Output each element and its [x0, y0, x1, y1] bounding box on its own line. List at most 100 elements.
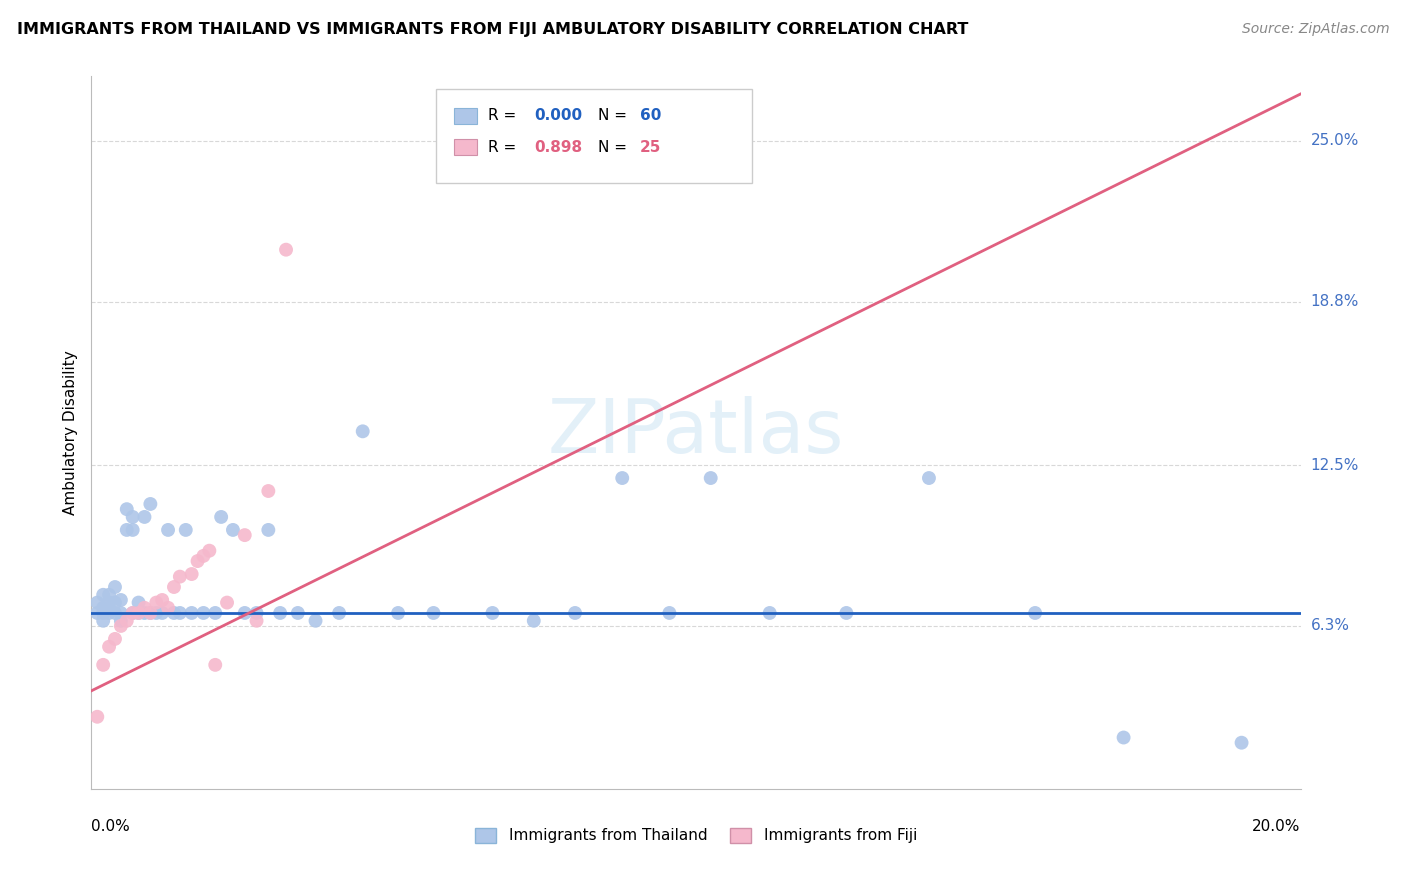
Point: [257, 523, 280, 537]
Text: N =: N =: [598, 109, 627, 123]
Point: [139, 606, 162, 620]
Text: R =: R =: [488, 140, 516, 154]
Point: [304, 614, 326, 628]
Point: [139, 497, 162, 511]
Point: [835, 606, 858, 620]
Text: 25: 25: [640, 140, 661, 154]
Point: [134, 606, 156, 620]
Point: [193, 606, 215, 620]
Point: [328, 606, 350, 620]
Point: [245, 606, 267, 620]
Point: [169, 569, 191, 583]
Point: [1230, 736, 1253, 750]
Point: [110, 593, 132, 607]
Point: [352, 425, 374, 439]
Point: [918, 471, 941, 485]
Point: [110, 614, 132, 628]
Point: [758, 606, 780, 620]
Point: [121, 606, 143, 620]
Point: [204, 606, 226, 620]
Point: [98, 600, 121, 615]
Point: [98, 596, 121, 610]
Point: [699, 471, 721, 485]
Text: Source: ZipAtlas.com: Source: ZipAtlas.com: [1241, 22, 1389, 37]
Point: [115, 502, 138, 516]
Text: 20.0%: 20.0%: [1253, 820, 1301, 834]
Point: [287, 606, 309, 620]
Y-axis label: Ambulatory Disability: Ambulatory Disability: [62, 351, 77, 515]
Point: [86, 596, 108, 610]
Point: [128, 606, 150, 620]
Point: [134, 600, 156, 615]
Point: [145, 596, 167, 610]
Point: [198, 543, 221, 558]
Text: 25.0%: 25.0%: [1310, 133, 1358, 148]
Text: 6.3%: 6.3%: [1310, 618, 1350, 633]
Point: [422, 606, 444, 620]
Point: [180, 606, 202, 620]
Point: [612, 471, 634, 485]
Point: [564, 606, 586, 620]
Point: [128, 606, 150, 620]
Point: [233, 528, 256, 542]
Point: [91, 600, 114, 615]
Point: [104, 596, 127, 610]
Point: [104, 632, 127, 646]
Point: [157, 523, 180, 537]
Text: ZIPatlas: ZIPatlas: [548, 396, 844, 469]
Point: [98, 640, 121, 654]
Point: [387, 606, 409, 620]
Point: [91, 657, 114, 672]
Point: [128, 596, 150, 610]
Point: [121, 510, 143, 524]
Point: [150, 593, 173, 607]
Point: [86, 606, 108, 620]
Point: [193, 549, 215, 563]
Point: [134, 510, 156, 524]
Text: 18.8%: 18.8%: [1310, 294, 1358, 309]
Point: [104, 606, 127, 620]
Point: [121, 523, 143, 537]
Point: [187, 554, 209, 568]
Point: [110, 619, 132, 633]
Text: 0.000: 0.000: [534, 109, 582, 123]
Point: [110, 606, 132, 620]
Text: R =: R =: [488, 109, 516, 123]
Text: 0.0%: 0.0%: [91, 820, 131, 834]
Text: IMMIGRANTS FROM THAILAND VS IMMIGRANTS FROM FIJI AMBULATORY DISABILITY CORRELATI: IMMIGRANTS FROM THAILAND VS IMMIGRANTS F…: [17, 22, 969, 37]
Point: [115, 614, 138, 628]
Point: [204, 657, 226, 672]
Point: [104, 580, 127, 594]
Point: [91, 606, 114, 620]
Point: [163, 580, 186, 594]
Point: [169, 606, 191, 620]
Text: 12.5%: 12.5%: [1310, 458, 1358, 473]
Point: [98, 606, 121, 620]
Point: [1024, 606, 1046, 620]
Point: [1112, 731, 1135, 745]
Point: [145, 606, 167, 620]
Point: [157, 600, 180, 615]
Point: [481, 606, 503, 620]
Point: [121, 606, 143, 620]
Point: [174, 523, 197, 537]
Point: [523, 614, 546, 628]
Point: [139, 606, 162, 620]
Point: [257, 483, 280, 498]
Point: [91, 614, 114, 628]
Point: [115, 523, 138, 537]
Text: 60: 60: [640, 109, 661, 123]
Point: [245, 614, 267, 628]
Point: [91, 588, 114, 602]
Point: [98, 588, 121, 602]
Point: [180, 567, 202, 582]
Text: 0.898: 0.898: [534, 140, 582, 154]
Point: [150, 606, 173, 620]
Point: [658, 606, 681, 620]
Point: [233, 606, 256, 620]
Point: [209, 510, 232, 524]
Point: [215, 596, 238, 610]
Point: [269, 606, 291, 620]
Point: [222, 523, 245, 537]
Point: [163, 606, 186, 620]
